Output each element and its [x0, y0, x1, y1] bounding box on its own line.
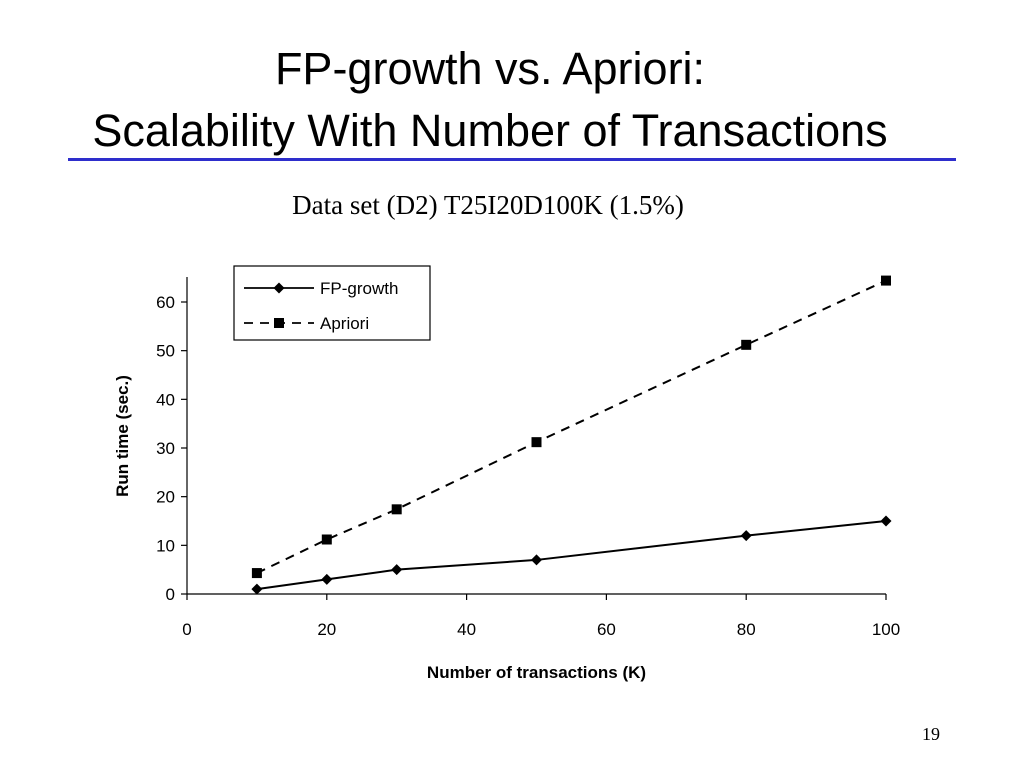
y-tick-label: 0 [166, 585, 175, 604]
data-point [251, 568, 262, 579]
y-tick-label: 30 [156, 439, 175, 458]
title-underline [68, 158, 956, 161]
y-tick-label: 10 [156, 536, 175, 555]
y-axis-label: Run time (sec.) [113, 375, 132, 497]
data-point [741, 339, 752, 350]
data-point [880, 515, 892, 527]
x-tick-label: 100 [872, 620, 900, 639]
x-tick-label: 60 [597, 620, 616, 639]
y-tick-label: 60 [156, 293, 175, 312]
data-point [321, 573, 333, 585]
legend-marker [273, 282, 285, 294]
legend-label: FP-growth [320, 279, 398, 298]
x-tick-label: 20 [317, 620, 336, 639]
legend-item: FP-growth [244, 279, 398, 298]
legend-marker [274, 318, 284, 328]
data-point [740, 530, 752, 542]
data-point [391, 504, 402, 515]
legend-label: Apriori [320, 314, 369, 333]
y-tick-label: 50 [156, 342, 175, 361]
dataset-subtitle: Data set (D2) T25I20D100K (1.5%) [292, 190, 684, 220]
series-line [256, 520, 887, 591]
legend: FP-growth Apriori [233, 265, 431, 341]
data-point [321, 534, 332, 545]
x-tick-label: 40 [457, 620, 476, 639]
slide-title-line-2: Scalability With Number of Transactions [92, 105, 888, 156]
data-point [531, 437, 542, 448]
series-line [256, 279, 887, 574]
x-tick-label: 0 [182, 620, 191, 639]
y-tick-label: 40 [156, 390, 175, 409]
data-point [881, 275, 891, 286]
data-point [531, 554, 542, 566]
series-apriori [251, 275, 891, 579]
page-number: 19 [922, 724, 940, 744]
legend-item: Apriori [244, 314, 369, 333]
data-point [251, 583, 263, 595]
x-axis-label: Number of transactions (K) [427, 663, 646, 682]
data-point [391, 564, 403, 576]
x-tick-label: 80 [737, 620, 756, 639]
legend-box [233, 265, 431, 341]
series-fp-growth [251, 515, 892, 595]
slide-title-line-1: FP-growth vs. Apriori: [274, 43, 706, 94]
y-tick-label: 20 [156, 488, 175, 507]
